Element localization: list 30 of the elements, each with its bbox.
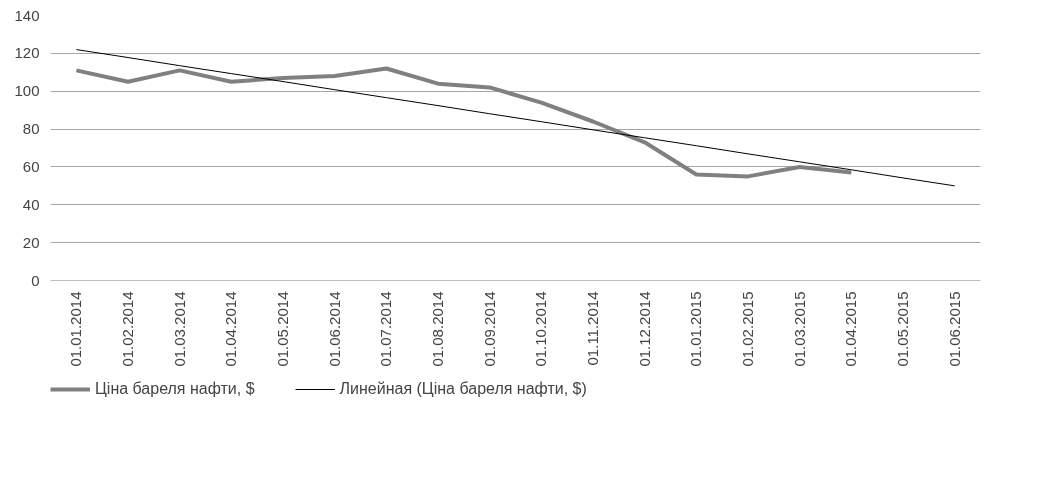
x-tick-label: 01.11.2014 — [584, 291, 601, 366]
y-tick-label: 0 — [31, 271, 40, 289]
x-tick-label: 01.04.2014 — [222, 291, 240, 367]
y-tick-label: 100 — [14, 82, 40, 100]
x-tick-label: 01.02.2014 — [119, 291, 136, 367]
x-tick-label: 01.01.2015 — [687, 291, 705, 367]
x-tick-label: 01.04.2015 — [842, 291, 860, 367]
x-tick-label: 01.10.2014 — [532, 291, 550, 367]
x-tick-label: 01.03.2014 — [170, 291, 188, 367]
x-tick-label: 01.07.2014 — [377, 291, 395, 367]
x-tick-label: 01.05.2014 — [274, 291, 291, 367]
x-tick-label: 01.02.2015 — [739, 291, 756, 367]
line-series — [75, 49, 956, 187]
x-tick-label: 01.01.2014 — [67, 291, 85, 367]
y-tick-label: 120 — [14, 44, 40, 62]
x-tick-label: 01.12.2014 — [635, 291, 653, 367]
y-tick-label: 140 — [14, 6, 40, 24]
y-tick-label: 20 — [22, 233, 40, 251]
line-series — [74, 66, 854, 179]
x-tick-label: 01.05.2015 — [894, 291, 911, 367]
y-tick-label: 80 — [22, 120, 40, 138]
legend-label: Ціна бареля нафти, $ — [95, 380, 255, 398]
x-tick-label: 01.09.2014 — [480, 291, 498, 367]
x-tick-label: 01.06.2014 — [325, 291, 343, 367]
x-tick-label: 01.08.2014 — [429, 291, 446, 367]
y-tick-label: 40 — [22, 195, 40, 213]
x-tick-label: 01.03.2015 — [790, 291, 808, 367]
y-tick-label: 60 — [22, 157, 40, 175]
legend-label: Линейная (Ціна бареля нафти, $) — [339, 380, 587, 398]
x-tick-label: 01.06.2015 — [945, 291, 963, 367]
